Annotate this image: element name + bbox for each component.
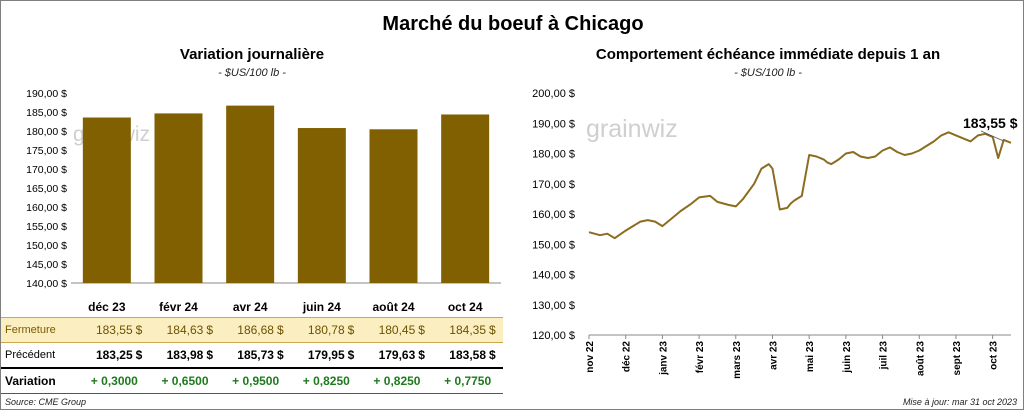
last-value-label: 183,55 $ (963, 115, 1018, 131)
close-value: 186,68 (220, 317, 277, 343)
y-tick-label: 155,00 $ (26, 221, 67, 233)
y-tick-label: 200,00 $ (532, 88, 575, 100)
variation-value: + 0,6500 (149, 368, 221, 394)
bar (154, 113, 203, 283)
last-value-leader (980, 130, 1004, 142)
previous-value: 179,95 (290, 342, 348, 369)
currency-sign: $ (206, 317, 221, 343)
x-tick-label: août 24 (372, 300, 414, 314)
close-row: Fermeture 183,55 $ 184,63 $ 186,68 $ 180,78… (1, 317, 503, 343)
variation-value: + 0,3000 (79, 368, 150, 394)
previous-value: 183,58 (432, 342, 489, 369)
right-watermark: grainwiz (586, 115, 678, 143)
currency-sign: $ (276, 317, 291, 343)
currency-sign: $ (418, 342, 433, 369)
bar (441, 114, 490, 283)
variation-value: + 0,9500 (220, 368, 291, 394)
close-value: 184,35 (432, 317, 489, 343)
previous-row-label: Précédent (1, 342, 79, 369)
y-tick-label: 160,00 $ (26, 202, 67, 214)
currency-sign: $ (276, 342, 291, 369)
bar-chart: grainwiz 140,00 $145,00 $150,00 $155,00 … (26, 88, 501, 314)
x-tick-label: avr 24 (233, 300, 268, 314)
bar (82, 117, 131, 283)
y-tick-label: 190,00 $ (532, 118, 575, 130)
previous-value: 185,73 (220, 342, 277, 369)
x-tick-label: déc 22 (622, 341, 633, 373)
x-tick-label: juin 24 (302, 300, 341, 314)
close-value: 180,78 (290, 317, 348, 343)
currency-sign: $ (135, 342, 150, 369)
y-tick-label: 150,00 $ (26, 240, 67, 252)
update-note: Mise à jour: mar 31 oct 2023 (902, 397, 1017, 407)
y-tick-label: 140,00 $ (26, 278, 67, 290)
x-tick-label: févr 23 (695, 341, 706, 374)
close-value: 184,63 (149, 317, 207, 343)
variation-value: + 0,7750 (432, 368, 503, 394)
line-chart: grainwiz 120,00 $ 130,00 $ 140,00 $ 150,00 … (532, 88, 1018, 379)
x-tick-label: mai 23 (805, 341, 816, 373)
currency-sign: $ (135, 317, 150, 343)
page-title: Marché du boeuf à Chicago (382, 13, 644, 35)
currency-sign: $ (206, 342, 221, 369)
bar (369, 129, 418, 283)
x-tick-label: mars 23 (732, 341, 743, 379)
x-tick-label: nov 22 (585, 341, 596, 373)
previous-value: 183,25 (79, 342, 136, 369)
y-tick-label: 160,00 $ (532, 209, 575, 221)
variation-row: Variation + 0,3000 + 0,6500 + 0,9500 + 0… (1, 368, 503, 394)
variation-value: + 0,8250 (290, 368, 362, 394)
x-tick-label: juil 23 (879, 341, 890, 371)
previous-value: 179,63 (361, 342, 419, 369)
left-chart-title: Variation journalière (179, 46, 325, 63)
y-tick-label: 140,00 $ (532, 270, 575, 282)
currency-sign: $ (489, 317, 503, 343)
currency-sign: $ (347, 342, 362, 369)
x-tick-label: févr 24 (159, 300, 198, 314)
right-chart-title: Comportement échéance immédiate depuis 1… (595, 46, 941, 63)
currency-sign: $ (489, 342, 503, 369)
y-tick-label: 170,00 $ (26, 164, 67, 176)
x-tick-label: sept 23 (952, 341, 963, 376)
y-tick-label: 150,00 $ (532, 239, 575, 251)
variation-value: + 0,8250 (361, 368, 433, 394)
y-tick-label: 130,00 $ (532, 300, 575, 312)
y-tick-label: 175,00 $ (26, 145, 67, 157)
close-row-label: Fermeture (1, 317, 79, 343)
price-line (588, 131, 1012, 240)
close-value: 180,45 (361, 317, 419, 343)
x-tick-label: août 23 (915, 341, 926, 376)
currency-sign: $ (347, 317, 362, 343)
y-tick-label: 180,00 $ (26, 126, 67, 138)
close-value: 183,55 (79, 317, 136, 343)
right-chart-unit: - $US/100 lb - (734, 67, 802, 79)
y-tick-label: 145,00 $ (26, 259, 67, 271)
previous-row: Précédent 183,25 $ 183,98 $ 185,73 $ 179,95… (1, 342, 503, 369)
x-tick-label: oct 24 (448, 300, 483, 314)
x-tick-label: déc 23 (88, 300, 126, 314)
left-chart-unit: - $US/100 lb - (218, 67, 286, 79)
y-tick-label: 120,00 $ (532, 330, 575, 342)
price-table: Fermeture 183,55 $ 184,63 $ 186,68 $ 180,78… (1, 317, 503, 394)
y-tick-label: 165,00 $ (26, 183, 67, 195)
y-tick-label: 170,00 $ (532, 179, 575, 191)
previous-value: 183,98 (149, 342, 207, 369)
bar (297, 128, 346, 283)
source-note: Source: CME Group (5, 397, 87, 407)
x-tick-label: avr 23 (768, 341, 779, 370)
x-tick-label: juin 23 (842, 341, 853, 374)
x-tick-label: janv 23 (658, 341, 669, 376)
y-tick-label: 180,00 $ (532, 149, 575, 161)
y-tick-label: 185,00 $ (26, 107, 67, 119)
bar (226, 105, 275, 283)
variation-row-label: Variation (1, 368, 79, 394)
x-tick-label: oct 23 (989, 341, 1000, 370)
currency-sign: $ (418, 317, 433, 343)
y-tick-label: 190,00 $ (26, 88, 67, 100)
